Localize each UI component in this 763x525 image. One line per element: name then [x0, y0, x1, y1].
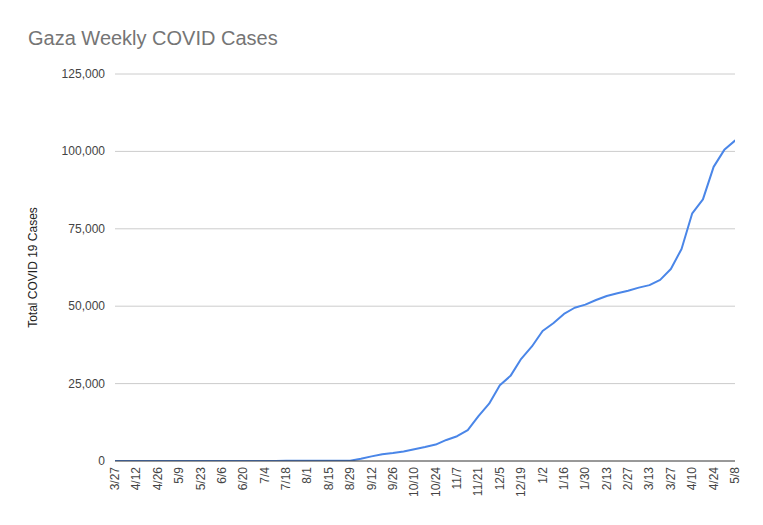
x-tick-label: 2/27	[621, 467, 635, 491]
y-axis-label: Total COVID 19 Cases	[26, 207, 40, 328]
y-tick-label: 0	[98, 454, 105, 468]
x-tick-label: 7/18	[279, 467, 293, 491]
x-tick-label: 1/2	[536, 467, 550, 484]
x-tick-label: 10/10	[407, 467, 421, 497]
x-tick-label: 12/19	[514, 467, 528, 497]
x-tick-label: 2/13	[600, 467, 614, 491]
y-tick-label: 75,000	[68, 222, 105, 236]
x-tick-label: 1/30	[578, 467, 592, 491]
x-tick-label: 5/23	[194, 467, 208, 491]
background	[0, 0, 763, 525]
y-tick-label: 25,000	[68, 377, 105, 391]
y-tick-label: 50,000	[68, 299, 105, 313]
y-tick-label: 100,000	[62, 144, 106, 158]
x-tick-label: 12/5	[493, 467, 507, 491]
chart: Gaza Weekly COVID Cases Total COVID 19 Ca…	[0, 0, 763, 525]
x-tick-label: 4/12	[129, 467, 143, 491]
title: Gaza Weekly COVID Cases	[28, 27, 278, 49]
x-tick-label: 8/29	[343, 467, 357, 491]
grid-line	[115, 74, 735, 75]
plot-area	[115, 141, 735, 461]
x-tick-label: 3/13	[642, 467, 656, 491]
line	[115, 141, 735, 461]
x-tick-label: 3/27	[664, 467, 678, 491]
x-tick-label: 8/1	[300, 467, 314, 484]
x-tick-label: 5/8	[728, 467, 742, 484]
x-tick-label: 11/7	[450, 467, 464, 490]
x-tick-label: 6/6	[215, 467, 229, 484]
x-tick-label: 8/15	[322, 467, 336, 491]
x-tick-label: 7/4	[258, 467, 272, 484]
x-tick-label: 11/21	[471, 467, 485, 496]
x-axis-line	[115, 461, 735, 462]
x-tick-label: 9/12	[365, 467, 379, 491]
grid-line	[115, 151, 735, 152]
y-tick-label: 125,000	[62, 67, 106, 81]
x-tick-label: 3/27	[108, 467, 122, 491]
x-tick-label: 9/26	[386, 467, 400, 491]
grid-line	[115, 306, 735, 307]
x-tick-label: 5/9	[172, 467, 186, 484]
grid-line	[115, 228, 735, 229]
grid-line	[115, 383, 735, 384]
x-tick-label: 4/26	[151, 467, 165, 491]
x-tick-label: 4/10	[685, 467, 699, 491]
x-tick-label: 10/24	[429, 467, 443, 497]
x-tick-label: 4/24	[707, 467, 721, 491]
x-tick-label: 6/20	[236, 467, 250, 491]
x-tick-label: 1/16	[557, 467, 571, 491]
